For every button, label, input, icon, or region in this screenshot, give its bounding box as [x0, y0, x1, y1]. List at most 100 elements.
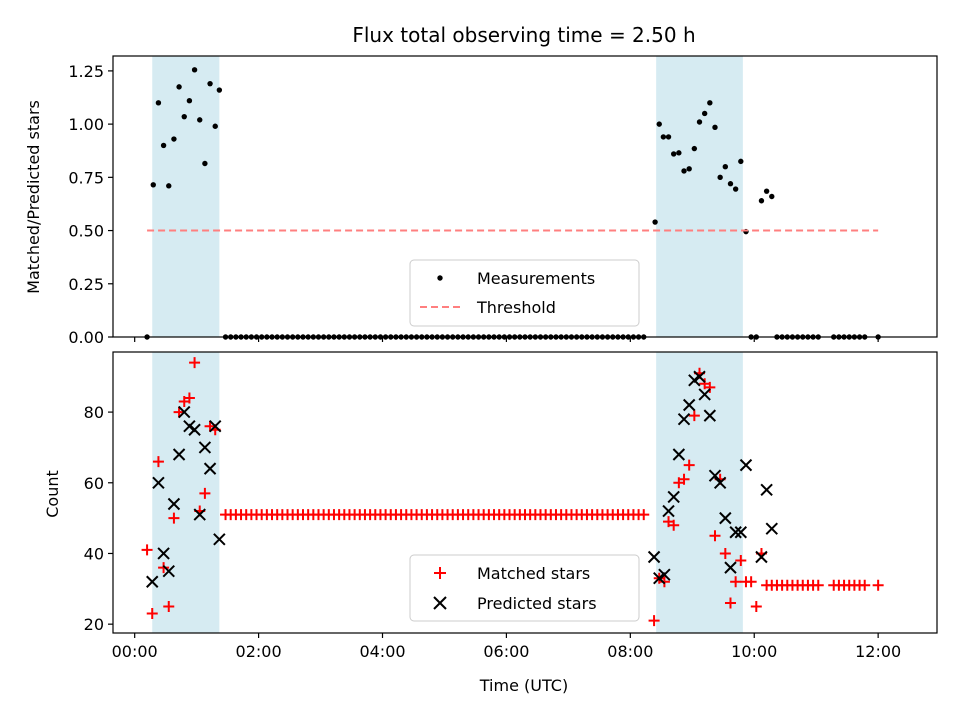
measurement-point — [660, 134, 667, 140]
legend-predicted-label: Predicted stars — [477, 594, 597, 613]
legend-threshold-label: Threshold — [476, 298, 556, 317]
y-tick-label: 0.75 — [68, 168, 104, 187]
legend-matched-marker — [434, 567, 446, 579]
y-tick-label: 20 — [84, 615, 104, 634]
matched-star-point — [668, 519, 680, 531]
matched-star-point — [704, 381, 716, 393]
plot-frame — [112, 351, 938, 634]
observing-span-0 — [152, 56, 220, 337]
measurement-point — [758, 198, 765, 204]
matched-star-point — [183, 392, 195, 404]
y-tick-label: 40 — [84, 544, 104, 563]
matched-star-point — [750, 600, 762, 612]
predicted-star-point — [760, 483, 773, 497]
measurement-point — [712, 124, 718, 131]
measurement-point — [176, 84, 182, 90]
predicted-star-point — [724, 561, 737, 574]
measurement-point — [202, 160, 208, 167]
predicted-star-point — [209, 420, 222, 433]
plot-frame — [112, 55, 938, 338]
measurement-point — [722, 163, 729, 170]
legend-measurements-label: Measurements — [477, 269, 595, 288]
predicted-star-point — [719, 511, 732, 525]
measurement-point — [670, 151, 677, 157]
predicted-star-point — [708, 469, 722, 482]
matched-star-point — [859, 579, 871, 591]
matched-star-point — [158, 562, 170, 574]
predicted-star-point — [729, 526, 742, 539]
predicted-star-point — [167, 497, 181, 511]
matched-star-point — [141, 544, 153, 556]
x-tick-label: 00:00 — [112, 642, 158, 661]
predicted-star-point — [162, 564, 175, 578]
matched-star-point — [724, 597, 736, 609]
measurement-point — [686, 166, 692, 172]
x-tick-label: 12:00 — [855, 642, 901, 661]
predicted-star-point — [152, 476, 165, 489]
predicted-star-point — [662, 504, 675, 518]
predicted-star-point — [755, 550, 768, 564]
measurement-point — [691, 145, 698, 152]
matched-star-point — [735, 555, 747, 567]
bottom-legend-box — [409, 554, 640, 622]
predicted-star-point — [672, 448, 686, 461]
measurement-point — [665, 134, 672, 140]
top-legend: Measurements Threshold — [409, 259, 640, 327]
top-legend-box — [409, 259, 640, 327]
predicted-star-point — [682, 398, 696, 412]
measurement-point — [150, 182, 156, 188]
predicted-star-point — [693, 370, 706, 383]
x-tick-label: 10:00 — [731, 642, 777, 661]
predicted-star-point — [765, 522, 778, 535]
matched-star-point — [683, 459, 695, 471]
y-tick-label: 0.00 — [68, 328, 104, 347]
matched-star-point — [688, 410, 700, 422]
predicted-star-point — [178, 405, 191, 419]
chart-title: Flux total observing time = 2.50 h — [352, 23, 695, 47]
matched-star-point — [812, 579, 824, 591]
matched-star-point — [678, 473, 690, 485]
y-tick-label: 1.00 — [68, 115, 104, 134]
predicted-star-point — [667, 490, 680, 504]
bottom-panel: 20 40 60 80 00:00 02:00 04:00 06:00 08:00 10:00 12… — [84, 351, 938, 661]
matched-star-point — [872, 579, 884, 591]
x-tick-label: 08:00 — [607, 642, 653, 661]
top-y-axis-label: Matched/Predicted stars — [24, 100, 43, 294]
y-tick-label: 0.25 — [68, 275, 104, 294]
matched-star-point — [199, 487, 211, 499]
predicted-star-point — [713, 476, 727, 489]
measurement-point — [681, 168, 687, 174]
observing-span-1 — [656, 56, 743, 337]
predicted-star-point — [198, 441, 212, 454]
measurement-point — [717, 174, 723, 181]
measurement-point — [171, 136, 177, 142]
measurement-point — [656, 121, 662, 127]
matched-star-point — [658, 576, 670, 588]
measurement-point — [166, 183, 172, 189]
y-tick-label: 60 — [84, 474, 104, 493]
measurement-point — [216, 87, 223, 93]
matched-star-point — [648, 615, 660, 627]
x-axis-label: Time (UTC) — [479, 676, 568, 695]
y-tick-label: 0.50 — [68, 222, 104, 241]
matched-star-point — [189, 357, 201, 369]
measurement-point — [769, 193, 775, 200]
measurement-point — [160, 142, 167, 149]
matched-star-point — [709, 530, 721, 542]
matched-star-point — [173, 406, 185, 418]
predicted-star-point — [658, 568, 671, 581]
predicted-star-point — [146, 575, 159, 588]
legend-measurements-marker — [437, 275, 443, 281]
matched-star-point — [146, 608, 158, 620]
predicted-star-point — [647, 550, 661, 564]
measurement-point — [155, 100, 162, 106]
measurement-point — [732, 186, 739, 192]
matched-star-point — [730, 576, 742, 588]
measurement-point — [738, 158, 744, 165]
predicted-star-point — [677, 412, 691, 426]
measurement-point — [701, 110, 708, 117]
predicted-star-point — [734, 526, 748, 539]
measurement-point — [207, 80, 213, 87]
x-tick-label: 04:00 — [359, 642, 405, 661]
